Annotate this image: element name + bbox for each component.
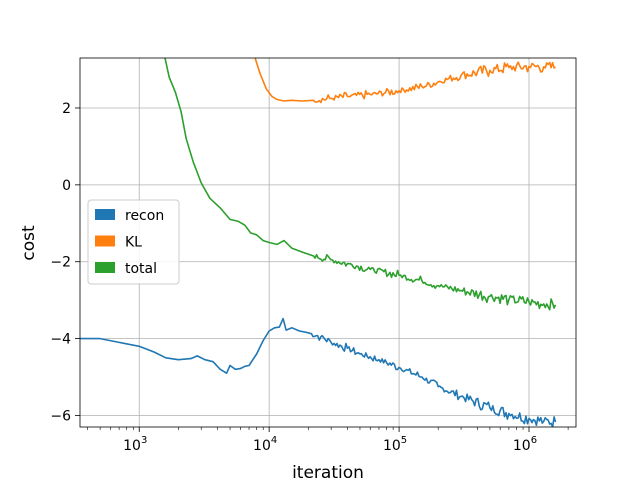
plot-series xyxy=(80,58,557,427)
x-tick-exponent: 5 xyxy=(401,435,407,446)
legend-swatch-kl xyxy=(95,235,115,247)
y-tick-label: 2 xyxy=(62,101,71,117)
series-line-recon xyxy=(80,317,557,427)
y-tick-label: −4 xyxy=(50,332,71,348)
legend-swatch-total xyxy=(95,262,115,273)
x-axis-label: iteration xyxy=(292,463,364,480)
plot-frame xyxy=(79,57,577,428)
legend-label-kl: KL xyxy=(125,235,142,251)
legend: recon KL total xyxy=(87,199,180,285)
legend-label-total: total xyxy=(125,261,157,277)
y-axis-label: cost xyxy=(19,225,39,261)
series-line-kl xyxy=(254,58,556,104)
y-tick-label: −6 xyxy=(50,408,71,424)
legend-swatch-recon xyxy=(95,209,115,220)
x-tick-exponent: 3 xyxy=(141,435,147,446)
legend-label-recon: recon xyxy=(125,208,164,224)
x-tick-exponent: 6 xyxy=(531,435,537,446)
series-line-total xyxy=(164,58,557,311)
x-tick-exponent: 4 xyxy=(271,435,277,446)
y-tick-label: −2 xyxy=(50,255,71,271)
y-tick-label: 0 xyxy=(62,178,71,194)
